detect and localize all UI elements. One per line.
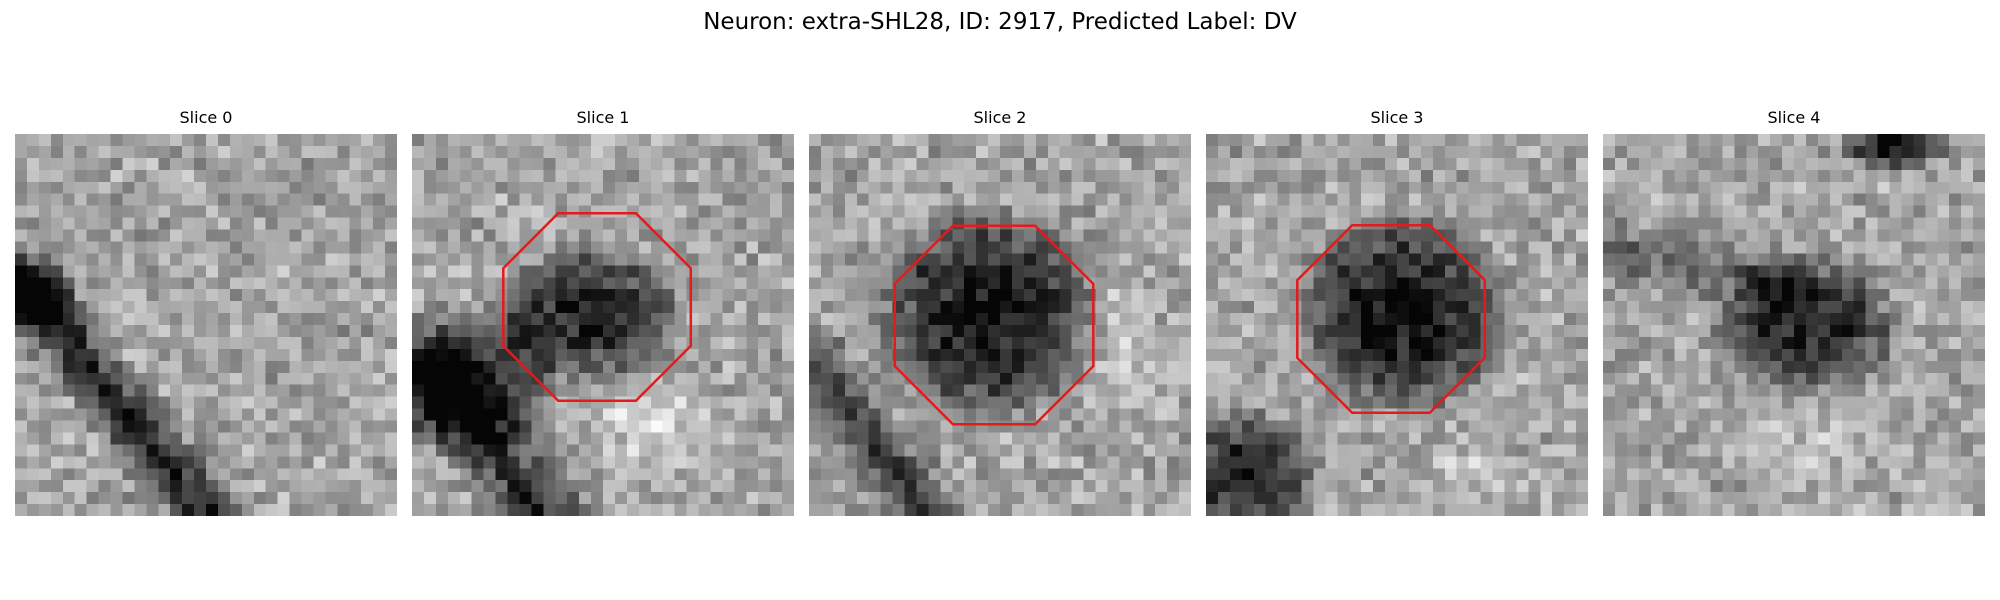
slice-2-title: Slice 2 xyxy=(973,108,1027,127)
slice-3-title: Slice 3 xyxy=(1370,108,1424,127)
slice-1-image xyxy=(412,134,794,516)
slice-2-image xyxy=(809,134,1191,516)
slice-3-image xyxy=(1206,134,1588,516)
slice-1-title: Slice 1 xyxy=(576,108,630,127)
slice-4-title: Slice 4 xyxy=(1767,108,1821,127)
figure-title: Neuron: extra-SHL28, ID: 2917, Predicted… xyxy=(703,9,1297,35)
slice-4-image xyxy=(1603,134,1985,516)
slice-0-title: Slice 0 xyxy=(179,108,233,127)
slice-0-image xyxy=(15,134,397,516)
